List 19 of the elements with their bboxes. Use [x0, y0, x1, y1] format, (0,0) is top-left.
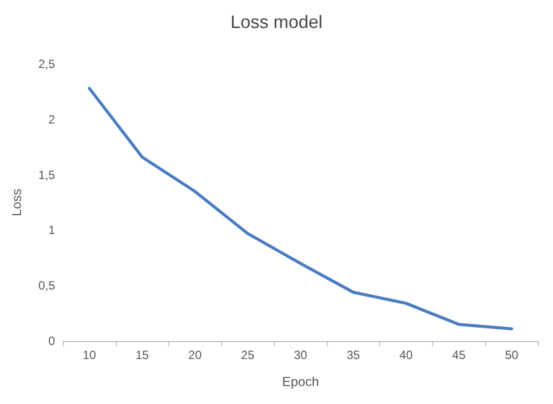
x-tick-label: 25 [241, 348, 255, 362]
x-tick-label: 10 [82, 348, 96, 362]
y-tick-label: 0,5 [38, 278, 56, 293]
y-tick-label: 2,5 [38, 57, 56, 71]
x-tick-label: 35 [346, 348, 360, 362]
x-tick-label: 15 [135, 348, 150, 362]
x-tick-label: 45 [452, 348, 466, 362]
y-tick-label: 0 [48, 334, 56, 348]
x-tick-label: 20 [188, 348, 202, 362]
y-axis-title: Loss [9, 188, 24, 216]
x-tick-label: 50 [504, 348, 519, 362]
y-tick-label: 2 [48, 112, 56, 126]
line-series [88, 86, 514, 330]
y-tick-label: 1 [48, 223, 56, 238]
x-axis-title: Epoch [282, 374, 319, 389]
y-tick-label: 1,5 [38, 168, 56, 182]
x-tick-label: 30 [294, 348, 308, 362]
chart-title: Loss model [230, 12, 323, 32]
x-tick-label: 40 [399, 348, 414, 362]
